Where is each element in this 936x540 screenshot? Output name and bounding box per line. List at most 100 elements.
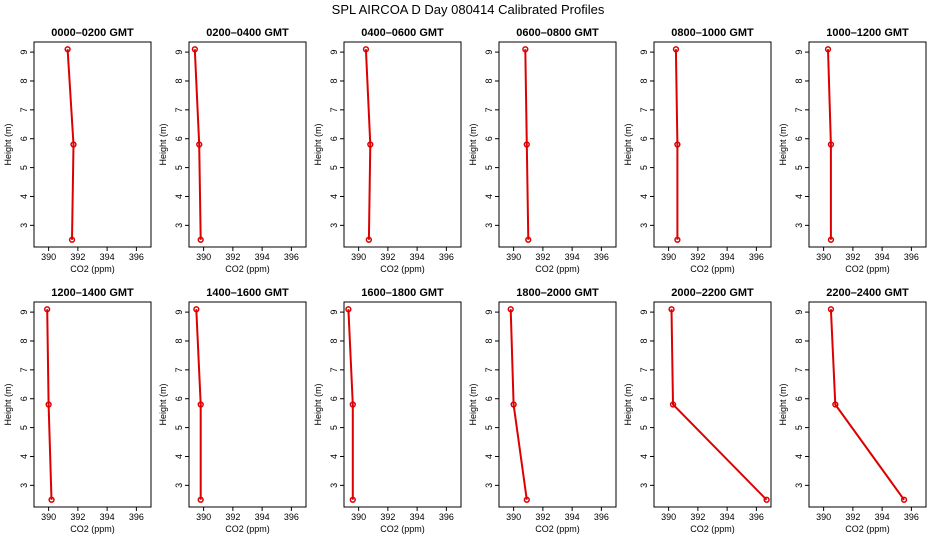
y-tick-label: 7 xyxy=(174,107,184,112)
x-axis-label: CO2 (ppm) xyxy=(225,264,270,274)
y-tick-label: 3 xyxy=(329,483,339,488)
x-tick-label: 396 xyxy=(749,512,764,522)
profile-point xyxy=(349,401,356,408)
panel-title: 0000–0200 GMT xyxy=(51,27,134,39)
x-tick-label: 396 xyxy=(904,252,919,262)
x-tick-label: 394 xyxy=(410,512,425,522)
y-tick-label: 3 xyxy=(639,223,649,228)
plot-frame xyxy=(343,41,462,248)
profile-line xyxy=(829,309,905,501)
x-tick-label: 392 xyxy=(845,512,860,522)
profile-point xyxy=(44,306,51,313)
plot-frame xyxy=(808,41,927,248)
profile-point xyxy=(196,141,203,148)
x-tick-label: 392 xyxy=(70,512,85,522)
x-tick-label: 392 xyxy=(535,512,550,522)
y-tick-label: 3 xyxy=(794,483,804,488)
x-tick-label: 392 xyxy=(380,252,395,262)
y-tick-label: 8 xyxy=(19,338,29,343)
panel-title: 0400–0600 GMT xyxy=(361,27,444,39)
y-tick-label: 9 xyxy=(329,310,339,315)
y-tick-label: 4 xyxy=(329,454,339,459)
y-axis-label: Height (m) xyxy=(158,383,168,425)
profile-point xyxy=(510,401,517,408)
y-tick-label: 4 xyxy=(19,194,29,199)
x-tick-label: 396 xyxy=(594,512,609,522)
y-tick-label: 6 xyxy=(329,396,339,401)
y-tick-label: 8 xyxy=(329,338,339,343)
profile-point xyxy=(824,46,832,53)
y-tick-label: 8 xyxy=(484,78,494,83)
x-tick-label: 390 xyxy=(351,512,366,522)
y-tick-label: 8 xyxy=(174,338,184,343)
panel-title: 2000–2200 GMT xyxy=(671,287,754,299)
x-tick-label: 396 xyxy=(904,512,919,522)
x-axis-label: CO2 (ppm) xyxy=(690,264,735,274)
y-axis-label: Height (m) xyxy=(3,383,13,425)
y-tick-label: 7 xyxy=(174,367,184,372)
panel-11: 2000–2200 GMT 390 392 394 396 3 4 5 6 7 8 9 CO2 (ppm… xyxy=(623,287,772,534)
x-tick-label: 394 xyxy=(255,512,270,522)
x-tick-label: 394 xyxy=(565,252,580,262)
profile-point xyxy=(367,141,374,148)
x-tick-label: 394 xyxy=(720,512,735,522)
x-tick-label: 394 xyxy=(100,252,115,262)
y-axis-label: Height (m) xyxy=(778,123,788,165)
plot-frame xyxy=(498,41,617,248)
profile-point xyxy=(827,236,835,243)
y-axis-label: Height (m) xyxy=(3,123,13,165)
y-tick-label: 6 xyxy=(794,136,804,141)
y-tick-label: 6 xyxy=(174,136,184,141)
y-tick-label: 5 xyxy=(794,425,804,430)
panel-title: 2200–2400 GMT xyxy=(826,287,909,299)
plot-frame xyxy=(653,41,772,248)
x-axis-label: CO2 (ppm) xyxy=(690,524,735,534)
y-tick-label: 7 xyxy=(19,367,29,372)
panel-8: 1400–1600 GMT 390 392 394 396 3 4 5 6 7 8 9 CO2 (ppm… xyxy=(158,287,307,534)
y-tick-label: 3 xyxy=(174,223,184,228)
y-axis-label: Height (m) xyxy=(623,383,633,425)
plot-frame xyxy=(653,301,772,508)
panel-title: 1400–1600 GMT xyxy=(206,287,289,299)
y-tick-label: 8 xyxy=(794,78,804,83)
plot-frame xyxy=(343,301,462,508)
x-tick-label: 390 xyxy=(41,512,56,522)
panel-3: 0400–0600 GMT 390 392 394 396 3 4 5 6 7 8 9 CO2 (ppm… xyxy=(313,27,462,274)
x-axis-label: CO2 (ppm) xyxy=(225,524,270,534)
x-tick-label: 390 xyxy=(506,252,521,262)
x-tick-label: 396 xyxy=(439,252,454,262)
x-tick-label: 390 xyxy=(661,252,676,262)
y-tick-label: 3 xyxy=(639,483,649,488)
y-tick-label: 7 xyxy=(19,107,29,112)
y-tick-label: 5 xyxy=(484,165,494,170)
y-tick-label: 4 xyxy=(484,454,494,459)
y-tick-label: 5 xyxy=(639,425,649,430)
plot-frame xyxy=(498,301,617,508)
profile-line xyxy=(827,49,832,240)
y-tick-label: 9 xyxy=(794,310,804,315)
y-axis-label: Height (m) xyxy=(158,123,168,165)
plot-frame xyxy=(33,41,152,248)
panel-10: 1800–2000 GMT 390 392 394 396 3 4 5 6 7 8 9 CO2 (ppm… xyxy=(468,287,617,534)
profile-point xyxy=(64,46,71,53)
y-axis-label: Height (m) xyxy=(468,383,478,425)
y-tick-label: 6 xyxy=(484,396,494,401)
y-tick-label: 5 xyxy=(329,165,339,170)
x-axis-label: CO2 (ppm) xyxy=(535,524,580,534)
panel-title: 0800–1000 GMT xyxy=(671,27,754,39)
profile-point xyxy=(522,46,529,53)
y-tick-label: 6 xyxy=(329,136,339,141)
x-tick-label: 392 xyxy=(70,252,85,262)
x-tick-label: 396 xyxy=(129,512,144,522)
x-tick-label: 394 xyxy=(720,252,735,262)
x-tick-label: 390 xyxy=(351,252,366,262)
profile-point xyxy=(525,236,532,243)
plot-frame xyxy=(33,301,152,508)
profile-point xyxy=(197,401,204,408)
profile-line xyxy=(674,49,679,240)
panel-1: 0000–0200 GMT 390 392 394 396 3 4 5 6 7 8 9 CO2 (ppm… xyxy=(3,27,152,274)
x-tick-label: 392 xyxy=(225,512,240,522)
y-tick-label: 8 xyxy=(329,78,339,83)
